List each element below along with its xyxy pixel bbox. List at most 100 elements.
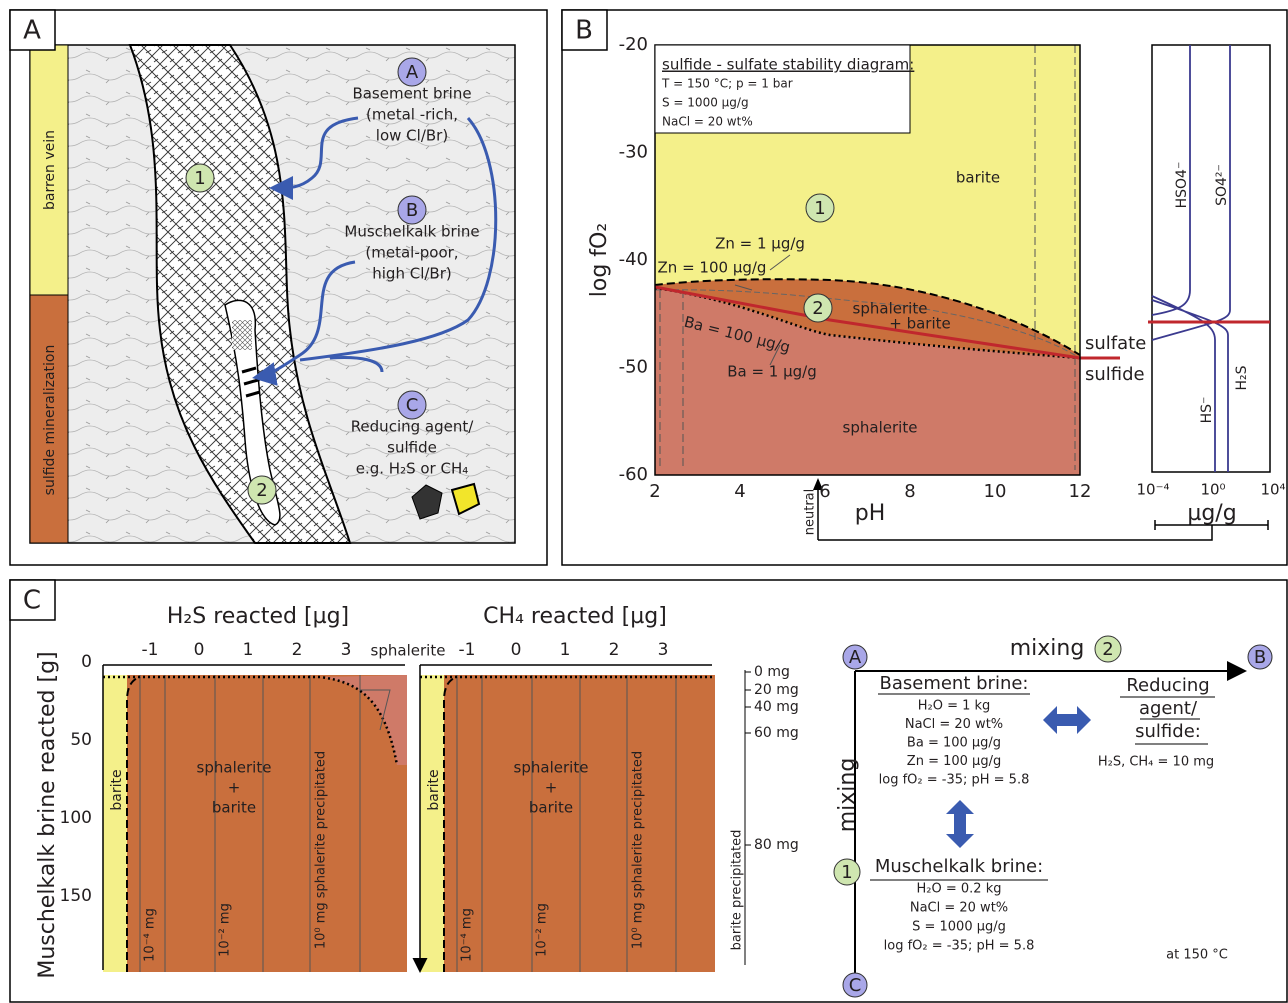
- label: -30: [619, 142, 648, 163]
- label: H₂O = 0.2 kg: [917, 882, 1002, 897]
- label: 10⁻² mg: [218, 903, 233, 957]
- label: -1: [459, 640, 476, 660]
- label: + barite: [889, 315, 951, 333]
- label: 10⁻⁴ mg: [143, 908, 158, 962]
- label: mixing: [835, 758, 860, 833]
- label: 10⁻⁴: [1136, 481, 1169, 499]
- label: Ba = 1 µg/g: [727, 363, 817, 381]
- label: Muschelkalk brine:: [875, 856, 1043, 877]
- marker-text: 1: [814, 198, 825, 219]
- label: HS⁻: [1199, 397, 1215, 424]
- label: B: [575, 16, 593, 46]
- label: sulfide: [387, 439, 437, 457]
- label: 10⁻⁴ mg: [460, 908, 475, 962]
- label: 0 mg: [754, 664, 790, 680]
- label: SO4²⁻: [1214, 164, 1230, 206]
- label: Muschelkalk brine reacted [g]: [35, 651, 60, 978]
- label: barren vein: [42, 130, 58, 210]
- marker-text: A: [849, 647, 862, 668]
- label: log fO₂ = -35; pH = 5.8: [879, 773, 1030, 788]
- label: Basement brine: [352, 85, 471, 103]
- marker-text: 1: [841, 862, 852, 883]
- label: pH: [855, 501, 886, 526]
- marker-text: C: [406, 395, 419, 416]
- label: Ba = 100 µg/g: [907, 736, 1001, 751]
- label: 20 mg: [754, 682, 799, 698]
- marker-text: 2: [812, 298, 823, 319]
- label: low Cl/Br): [376, 127, 448, 145]
- label: sphalerite: [514, 759, 589, 777]
- label: H₂O = 1 kg: [918, 699, 991, 714]
- label: Reducing: [1126, 675, 1209, 696]
- label: 100: [60, 808, 92, 828]
- label: 10⁰: [1200, 481, 1225, 499]
- label: sphalerite: [843, 419, 918, 437]
- label: Zn = 100 µg/g: [658, 259, 767, 277]
- label: 12: [1069, 481, 1092, 502]
- label: sulfide mineralization: [42, 345, 58, 496]
- label: 1: [560, 640, 571, 660]
- marker-text: 2: [1102, 639, 1113, 660]
- label: Muschelkalk brine: [344, 223, 479, 241]
- label: NaCl = 20 wt%: [905, 717, 1003, 732]
- label: barite: [529, 799, 573, 817]
- label: barite: [212, 799, 256, 817]
- marker-text: 1: [194, 168, 205, 189]
- label: 50: [70, 730, 92, 750]
- label: 2: [609, 640, 620, 660]
- label: 10⁴: [1260, 481, 1285, 499]
- mineral-fill: [232, 320, 252, 350]
- label: agent/: [1139, 698, 1198, 719]
- label: CH₄ reacted [µg]: [483, 604, 667, 629]
- label: -1: [142, 640, 159, 660]
- label: NaCl = 20 wt%: [662, 115, 753, 129]
- label: log fO₂ = -35; pH = 5.8: [884, 939, 1035, 954]
- label: 150: [60, 886, 92, 906]
- figure: Abarren vein sulfide mineralization A Basem…: [0, 0, 1288, 1003]
- label: high Cl/Br): [372, 265, 451, 283]
- label: T = 150 °C; p = 1 bar: [661, 77, 793, 91]
- marker-text: B: [1254, 647, 1266, 668]
- label: barite: [109, 769, 125, 810]
- marker-text: 2: [256, 480, 267, 501]
- label: sulfide:: [1135, 721, 1201, 742]
- label: 0: [511, 640, 522, 660]
- label: H₂S, CH₄ = 10 mg: [1098, 755, 1214, 770]
- label: 60 mg: [754, 725, 799, 741]
- label: sulfide: [1085, 364, 1145, 385]
- label: 10: [984, 481, 1007, 502]
- marker-text: A: [406, 62, 419, 83]
- label: sphalerite: [197, 759, 272, 777]
- label: sphalerite: [371, 642, 446, 660]
- label: Basement brine:: [879, 673, 1028, 694]
- label: 0: [194, 640, 205, 660]
- label: 3: [341, 640, 352, 660]
- label: 80 mg: [754, 837, 799, 853]
- label: -60: [619, 464, 648, 485]
- marker-text: C: [849, 975, 862, 996]
- label: barite: [426, 769, 442, 810]
- label: 0: [81, 652, 92, 672]
- label: -50: [619, 357, 648, 378]
- label: C: [23, 586, 41, 616]
- label: S = 1000 µg/g: [662, 96, 749, 110]
- marker-text: B: [406, 200, 418, 221]
- label: (metal -rich,: [366, 106, 458, 124]
- label: 1: [243, 640, 254, 660]
- label: 3: [658, 640, 669, 660]
- label: -40: [619, 249, 648, 270]
- label: 2: [649, 481, 660, 502]
- label: 10⁻² mg: [535, 903, 550, 957]
- label: at 150 °C: [1166, 948, 1228, 963]
- label: Zn = 1 µg/g: [715, 235, 805, 253]
- label: H₂S reacted [µg]: [167, 604, 349, 629]
- label: 4: [734, 481, 745, 502]
- label: sulfate: [1085, 333, 1146, 354]
- label: 2: [292, 640, 303, 660]
- label: 6: [819, 481, 830, 502]
- label: +: [545, 779, 558, 797]
- label: -20: [619, 34, 648, 55]
- label: +: [228, 779, 241, 797]
- label: 10⁰ mg sphalerite precipitated: [631, 751, 646, 949]
- label: 8: [904, 481, 915, 502]
